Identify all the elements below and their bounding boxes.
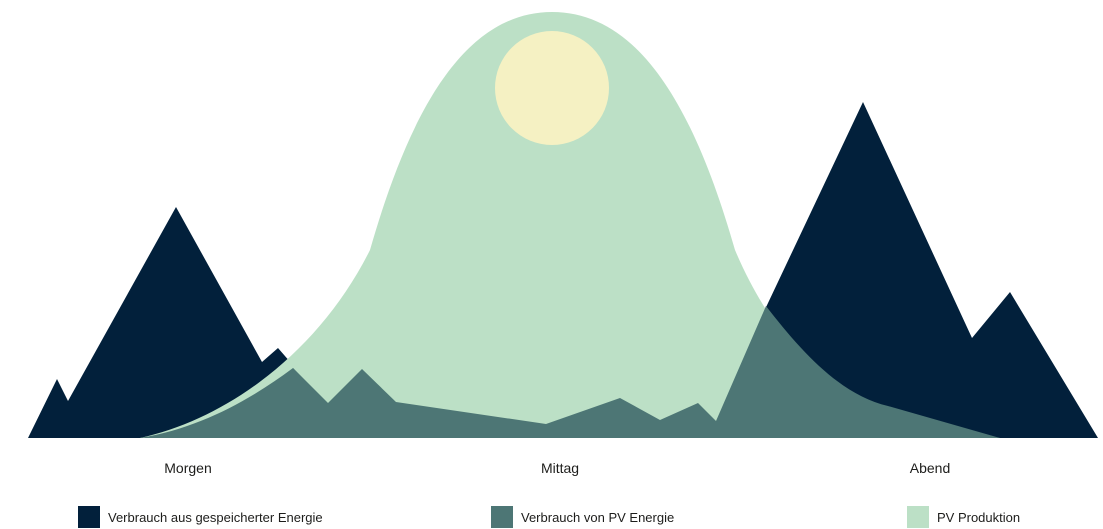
legend-label-pv-consumption: Verbrauch von PV Energie <box>521 509 675 525</box>
pv-consumption-morning-overlap <box>140 368 330 438</box>
legend-swatch-pv-consumption <box>491 506 513 528</box>
legend-item-stored-energy: Verbrauch aus gespeicherter Energie <box>78 506 323 528</box>
time-label-morning: Morgen <box>164 460 212 476</box>
stored-energy-morning-peak <box>28 207 330 438</box>
pv-production-area <box>140 12 1000 438</box>
legend-item-pv-consumption: Verbrauch von PV Energie <box>491 506 674 528</box>
legend-label-pv-production: PV Produktion <box>937 509 1021 525</box>
legend-label-stored-energy: Verbrauch aus gespeicherter Energie <box>108 509 323 525</box>
legend-item-pv-production: PV Produktion <box>907 506 1020 528</box>
legend-swatch-pv-production <box>907 506 929 528</box>
time-label-evening: Abend <box>909 460 951 476</box>
pv-consumption-midday <box>293 368 716 438</box>
pv-consumption-evening-overlap <box>716 306 1000 438</box>
time-label-noon: Mittag <box>540 460 580 476</box>
legend-swatch-stored-energy <box>78 506 100 528</box>
sun-icon <box>495 31 609 145</box>
